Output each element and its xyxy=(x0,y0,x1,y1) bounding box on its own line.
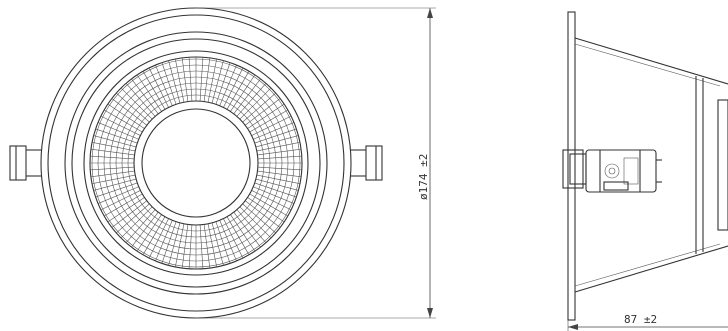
reflector-rim xyxy=(83,50,309,276)
lens-opening xyxy=(141,108,251,218)
left-mounting-clip xyxy=(9,145,42,181)
depth-dimension: 87 ±2 xyxy=(567,313,728,331)
diameter-dimension: ø174 ±2 xyxy=(196,7,436,319)
body-bottom-edge xyxy=(574,245,728,293)
trim-ring-inner xyxy=(71,38,321,288)
side-flange xyxy=(567,11,576,321)
right-mounting-clip xyxy=(350,145,383,181)
front-view: ø174 ±2 xyxy=(9,7,436,319)
reflector-texture xyxy=(90,57,302,269)
trim-ring-outer xyxy=(64,31,328,295)
side-view: 87 ±2 xyxy=(562,11,728,331)
body-top-edge xyxy=(574,37,728,85)
rear-driver xyxy=(717,99,728,231)
flange-inner-ring xyxy=(47,14,345,312)
diameter-label: ø174 ±2 xyxy=(417,154,430,200)
depth-label: 87 ±2 xyxy=(624,313,657,326)
outer-flange-ring xyxy=(40,7,352,319)
side-mounting-clip xyxy=(562,149,662,193)
lens-rim xyxy=(133,100,259,226)
